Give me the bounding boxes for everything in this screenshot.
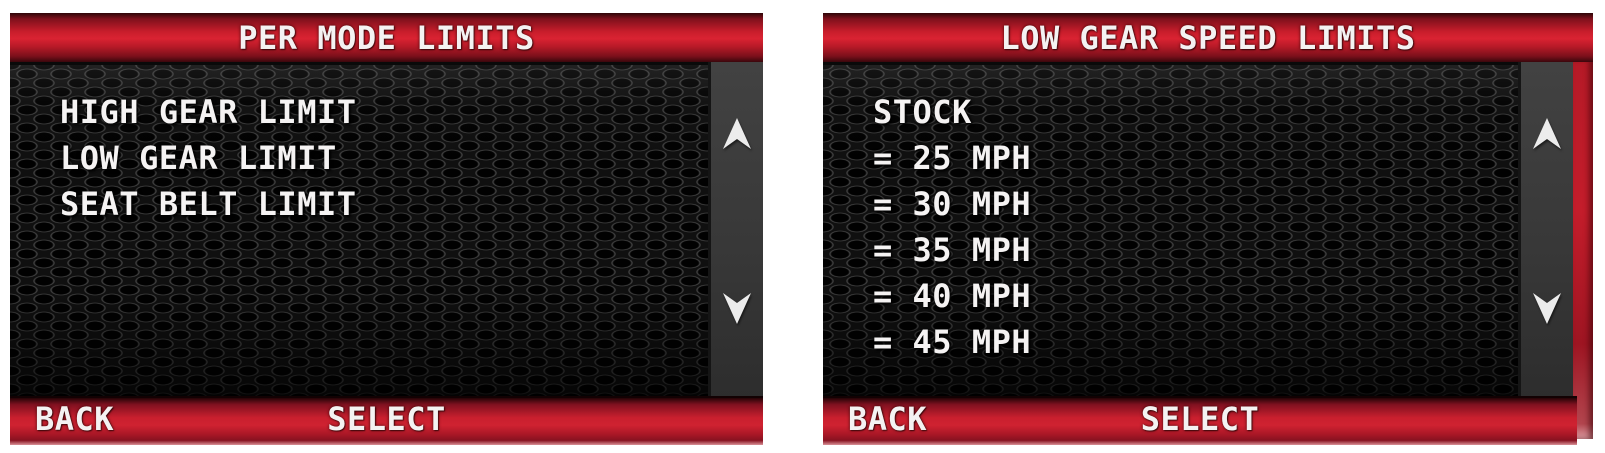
screen-content: STOCK = 25 MPH = 30 MPH = 35 MPH = 40 MP… xyxy=(823,62,1573,398)
scroll-up-button[interactable] xyxy=(1531,116,1563,152)
scroll-up-button[interactable] xyxy=(721,116,753,152)
screen-title: LOW GEAR SPEED LIMITS xyxy=(1000,19,1416,57)
down-arrow-icon xyxy=(723,293,751,324)
softkey-bar: BACK SELECT xyxy=(10,396,763,445)
down-arrow-icon xyxy=(1533,293,1561,324)
menu-item-35-mph[interactable]: = 35 MPH xyxy=(873,231,1032,269)
scrollbar-track[interactable] xyxy=(1518,62,1573,398)
menu-item-40-mph[interactable]: = 40 MPH xyxy=(873,277,1032,315)
up-arrow-icon xyxy=(723,118,751,149)
back-button[interactable]: BACK xyxy=(848,400,928,438)
select-button[interactable]: SELECT xyxy=(1140,400,1260,438)
softkey-bar: BACK SELECT xyxy=(823,396,1577,445)
select-button[interactable]: SELECT xyxy=(327,400,446,438)
scrollbar-track[interactable] xyxy=(708,62,763,398)
screen-title-bar: LOW GEAR SPEED LIMITS xyxy=(823,13,1593,62)
menu-item-high-gear-limit[interactable]: HIGH GEAR LIMIT xyxy=(60,93,357,131)
scroll-down-button[interactable] xyxy=(1531,290,1563,326)
menu-item-low-gear-limit[interactable]: LOW GEAR LIMIT xyxy=(60,139,337,177)
screen-title: PER MODE LIMITS xyxy=(238,19,535,57)
screen-per-mode-limits: PER MODE LIMITS HIGH GEAR LIMIT LOW GEAR… xyxy=(10,13,763,445)
scroll-down-button[interactable] xyxy=(721,290,753,326)
back-button[interactable]: BACK xyxy=(35,400,115,438)
up-arrow-icon xyxy=(1533,118,1561,149)
menu-item-stock[interactable]: STOCK xyxy=(873,93,972,131)
menu-list: HIGH GEAR LIMIT LOW GEAR LIMIT SEAT BELT… xyxy=(60,89,703,227)
screen-title-bar: PER MODE LIMITS xyxy=(10,13,763,62)
menu-item-25-mph[interactable]: = 25 MPH xyxy=(873,139,1032,177)
menu-item-30-mph[interactable]: = 30 MPH xyxy=(873,185,1032,223)
screen-content: HIGH GEAR LIMIT LOW GEAR LIMIT SEAT BELT… xyxy=(10,62,763,398)
menu-item-seat-belt-limit[interactable]: SEAT BELT LIMIT xyxy=(60,185,357,223)
screen-low-gear-speed-limits: LOW GEAR SPEED LIMITS STOCK = 25 MPH = 3… xyxy=(823,13,1593,445)
screen-bezel-edge xyxy=(1573,59,1593,439)
menu-list: STOCK = 25 MPH = 30 MPH = 35 MPH = 40 MP… xyxy=(873,89,1513,365)
menu-item-45-mph[interactable]: = 45 MPH xyxy=(873,323,1032,361)
